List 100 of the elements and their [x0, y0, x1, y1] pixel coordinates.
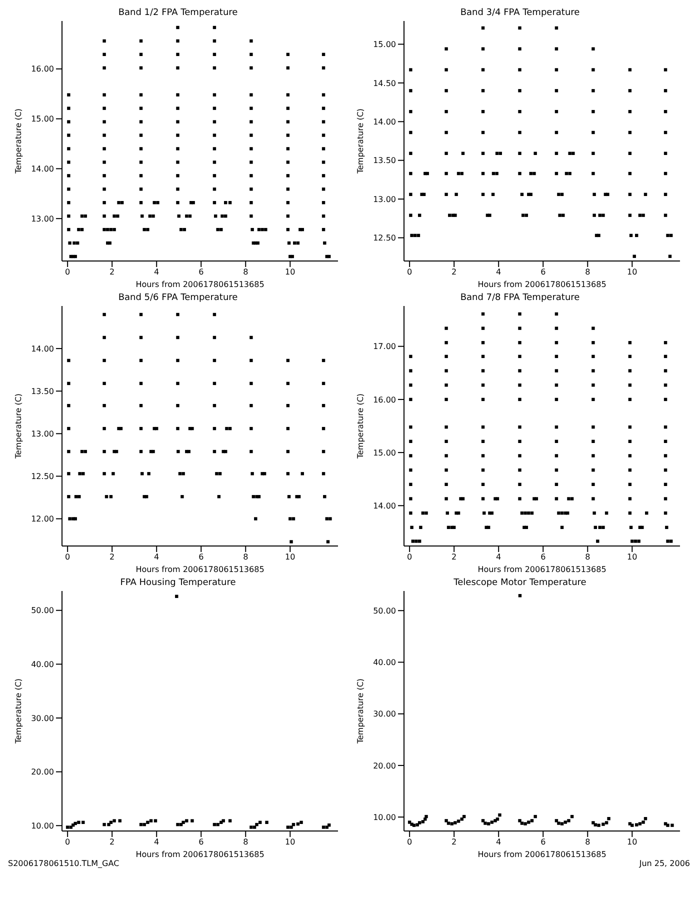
- y-tick-label: 30.00: [31, 714, 54, 723]
- point: [521, 214, 525, 217]
- point: [534, 814, 537, 818]
- point: [325, 826, 328, 829]
- point: [322, 174, 326, 178]
- point: [250, 66, 253, 70]
- x-tick-label: 6: [540, 838, 546, 847]
- point: [567, 819, 570, 822]
- point: [557, 822, 560, 825]
- x-tick-label: 2: [110, 838, 115, 847]
- point: [592, 468, 595, 472]
- point: [409, 425, 412, 429]
- point: [424, 511, 428, 515]
- point: [286, 106, 290, 110]
- x-tick-label: 10: [285, 552, 296, 562]
- point: [604, 821, 608, 824]
- point: [592, 440, 595, 443]
- point: [592, 398, 595, 402]
- point: [67, 147, 70, 150]
- point: [481, 369, 485, 372]
- point: [666, 540, 670, 543]
- point: [602, 526, 605, 530]
- point: [69, 826, 73, 829]
- point: [102, 336, 106, 340]
- point: [592, 354, 595, 358]
- point: [664, 369, 668, 372]
- point: [518, 68, 522, 72]
- y-tick-label: 15.00: [373, 448, 396, 458]
- point: [152, 450, 155, 454]
- point: [250, 214, 253, 218]
- point: [82, 472, 85, 476]
- point: [112, 214, 116, 218]
- y-tick-label: 50.00: [31, 606, 54, 616]
- y-tick-label: 13.50: [373, 156, 396, 166]
- point: [444, 152, 448, 155]
- point: [564, 820, 567, 824]
- point: [250, 174, 253, 178]
- point: [419, 526, 422, 530]
- x-tick-label: 6: [540, 268, 546, 277]
- point: [68, 517, 72, 520]
- point: [444, 47, 448, 50]
- point: [176, 93, 180, 96]
- point: [481, 326, 485, 330]
- y-tick-label: 14.00: [31, 344, 54, 354]
- point: [265, 820, 268, 824]
- point: [176, 312, 180, 316]
- point: [250, 188, 253, 191]
- point: [486, 822, 490, 826]
- point: [592, 454, 595, 458]
- point: [409, 384, 412, 387]
- point: [322, 160, 326, 164]
- point: [518, 482, 522, 486]
- point: [102, 228, 106, 232]
- x-tick-label: 4: [154, 552, 160, 562]
- point: [250, 404, 253, 408]
- point: [67, 201, 70, 204]
- point: [642, 820, 645, 824]
- point: [418, 821, 422, 824]
- point: [592, 110, 595, 114]
- point: [250, 336, 253, 340]
- point: [78, 472, 82, 476]
- y-tick-label: 40.00: [373, 658, 396, 668]
- point: [176, 52, 180, 56]
- point: [444, 482, 448, 486]
- point: [77, 228, 80, 232]
- point: [67, 404, 70, 408]
- point: [518, 425, 522, 429]
- point: [250, 120, 253, 124]
- point: [592, 497, 595, 500]
- point: [628, 454, 632, 458]
- point: [444, 398, 448, 402]
- point: [216, 228, 220, 232]
- point: [250, 106, 253, 110]
- y-tick-label: 40.00: [31, 660, 54, 670]
- point: [250, 358, 253, 362]
- point: [176, 822, 180, 826]
- point: [607, 817, 610, 820]
- point: [176, 201, 180, 204]
- point: [190, 426, 194, 430]
- point: [250, 228, 254, 232]
- point: [518, 26, 522, 30]
- point: [300, 472, 304, 476]
- point: [518, 47, 522, 50]
- point: [481, 68, 485, 72]
- x-tick-label: 4: [154, 838, 160, 847]
- point: [185, 819, 188, 822]
- point: [410, 234, 414, 238]
- point: [554, 454, 558, 458]
- point: [596, 540, 600, 543]
- point: [182, 820, 185, 824]
- point: [518, 468, 522, 472]
- point: [666, 824, 670, 827]
- point: [606, 192, 610, 196]
- point: [67, 472, 70, 476]
- x-tick-label: 10: [627, 552, 638, 562]
- point: [481, 454, 485, 458]
- y-tick-label: 13.00: [373, 194, 396, 204]
- point: [409, 354, 412, 358]
- y-axis-title: Temperature (C): [356, 393, 365, 460]
- y-tick-label: 14.00: [31, 164, 54, 174]
